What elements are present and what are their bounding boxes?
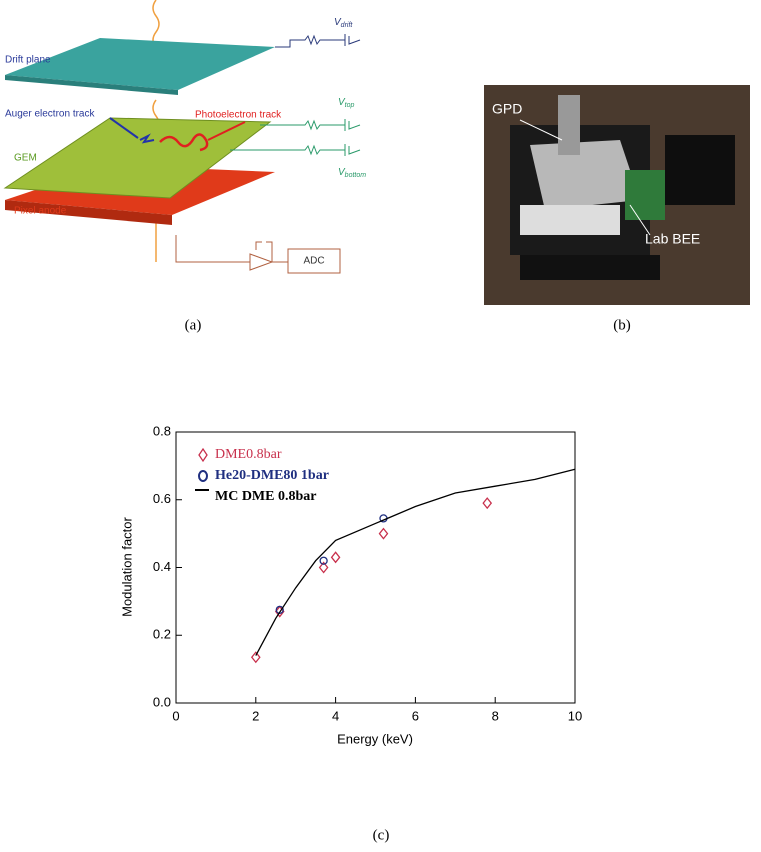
base bbox=[520, 255, 660, 280]
y-tick-label: 0.6 bbox=[153, 491, 171, 506]
label: GEM bbox=[14, 153, 37, 164]
circuit-bottom bbox=[230, 144, 361, 156]
photo-label: Lab BEE bbox=[645, 231, 700, 247]
pixel-anode-edge bbox=[5, 200, 172, 225]
y-tick-label: 0.2 bbox=[153, 627, 171, 642]
y-tick-label: 0.4 bbox=[153, 559, 171, 574]
adc-label: ADC bbox=[303, 256, 324, 267]
diamond-marker bbox=[250, 651, 261, 664]
circle-marker bbox=[319, 556, 328, 565]
legend-swatch bbox=[198, 470, 208, 482]
detector-diagram: ADC Drift plane Auger electron track Pho… bbox=[3, 0, 366, 274]
circuit-adc bbox=[175, 235, 288, 271]
gpd-body bbox=[558, 95, 580, 155]
photo: GPD Lab BEE bbox=[484, 85, 750, 305]
x-tick-label: 10 bbox=[568, 708, 582, 723]
auger-track bbox=[139, 133, 155, 144]
x-tick-label: 8 bbox=[492, 708, 499, 723]
legend-label: MC DME 0.8bar bbox=[215, 489, 317, 504]
x-tick-label: 0 bbox=[172, 708, 179, 723]
detector-top bbox=[530, 140, 640, 210]
pointer bbox=[519, 119, 563, 141]
voltage-label: Vtop bbox=[338, 97, 355, 109]
label: Photoelectron track bbox=[195, 110, 282, 121]
x-tick-label: 6 bbox=[412, 708, 419, 723]
box bbox=[665, 135, 735, 205]
diamond-marker bbox=[274, 605, 285, 618]
arrow bbox=[207, 121, 246, 141]
x-tick-label: 4 bbox=[332, 708, 339, 723]
diamond-marker bbox=[482, 497, 493, 510]
chart: Energy (keV) Modulation factor 0 2 4 6 8 10 0.… bbox=[119, 423, 582, 746]
voltage-label: Vbottom bbox=[338, 167, 366, 179]
y-axis-label: Modulation factor bbox=[119, 516, 134, 616]
diamond-marker bbox=[318, 561, 329, 574]
legend-swatch bbox=[198, 447, 208, 463]
pointer bbox=[629, 204, 651, 236]
label: Auger electron track bbox=[5, 109, 95, 120]
board bbox=[520, 205, 620, 235]
diamond-marker bbox=[330, 551, 341, 564]
legend-label: DME0.8bar bbox=[215, 447, 282, 462]
adc-box bbox=[287, 248, 341, 274]
x-tick-label: 2 bbox=[252, 708, 259, 723]
legend-label: He20-DME80 1bar bbox=[215, 468, 329, 483]
arrow bbox=[109, 117, 139, 139]
y-tick-label: 0.8 bbox=[153, 423, 171, 438]
photoelectron-track bbox=[159, 133, 209, 152]
drift-plane bbox=[5, 38, 275, 90]
label: Pixel anode bbox=[14, 206, 67, 217]
caption: (a) bbox=[185, 317, 202, 333]
y-tick-label: 0.0 bbox=[153, 694, 171, 709]
model-line bbox=[255, 468, 576, 656]
diamond-marker bbox=[378, 527, 389, 540]
x-axis-label: Energy (keV) bbox=[337, 731, 413, 746]
label: Drift plane bbox=[5, 55, 51, 66]
electronics bbox=[625, 170, 665, 220]
circuit-drift bbox=[275, 34, 361, 48]
voltage-label: Vdrift bbox=[334, 17, 353, 29]
photo-label: GPD bbox=[492, 101, 522, 117]
caption: (c) bbox=[373, 827, 390, 843]
circuit-top bbox=[260, 119, 361, 131]
caption: (b) bbox=[613, 317, 631, 333]
drift-plane-edge bbox=[5, 75, 178, 95]
